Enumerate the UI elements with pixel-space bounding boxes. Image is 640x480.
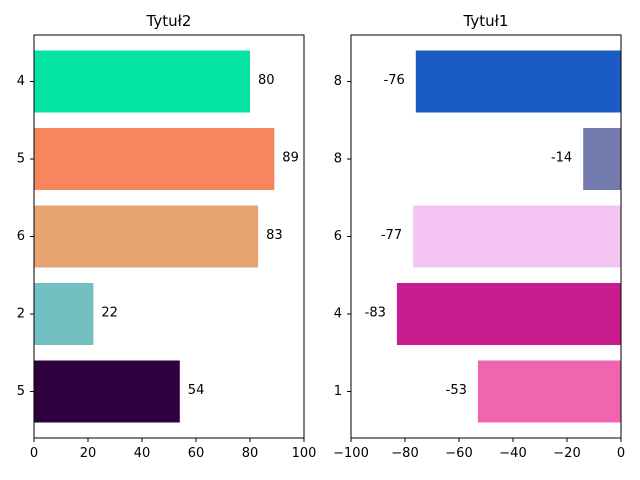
data-label-1: -76 [384,73,405,88]
bar-4 [34,283,94,345]
x-tick-label-2: 20 [80,446,97,461]
data-label-5: 54 [188,383,205,398]
bar-5 [34,360,180,423]
data-label-4: 22 [101,306,118,321]
y-tick-label-5: 1 [334,384,342,399]
chart-title: Tytuł2 [146,12,192,30]
x-tick-label-6: 100 [292,446,317,461]
bar-5 [477,360,621,423]
x-tick-label-1: −100 [333,446,369,461]
x-tick-label-5: −20 [553,446,580,461]
y-tick-label-5: 5 [17,384,25,399]
y-tick-label-3: 6 [334,229,342,244]
data-label-2: 89 [282,151,299,166]
y-tick-label-1: 8 [334,74,342,89]
y-tick-label-3: 6 [17,229,25,244]
x-tick-label-6: 0 [617,446,625,461]
y-tick-label-4: 4 [334,307,342,322]
data-label-1: 80 [258,73,275,88]
x-tick-label-4: 60 [188,446,205,461]
bar-3 [34,205,259,268]
x-tick-label-3: −60 [445,446,472,461]
chart-title: Tytuł1 [463,12,509,30]
y-tick-label-1: 4 [17,74,25,89]
bar-4 [396,283,621,345]
bar-1 [34,50,250,113]
y-tick-label-4: 2 [17,307,25,322]
data-label-4: -83 [365,306,386,321]
bar-2 [583,128,621,190]
data-label-5: -53 [446,383,467,398]
axes-frame [350,34,622,439]
x-tick-label-1: 0 [30,446,38,461]
bar-2 [34,128,275,190]
x-tick-label-3: 40 [134,446,151,461]
y-tick-label-2: 8 [334,152,342,167]
axes-frame [33,34,305,439]
bar-3 [413,205,621,268]
bar-1 [415,50,621,113]
x-tick-label-4: −40 [499,446,526,461]
data-label-3: -77 [381,228,402,243]
x-tick-label-2: −80 [391,446,418,461]
data-label-2: -14 [551,151,572,166]
data-label-3: 83 [266,228,283,243]
chart-panel-2: -76 8 -14 8 -77 6 -83 4 -53 1 −100 −80 −60 −40 −20 0 Tyt… [333,12,625,461]
y-tick-label-2: 5 [17,152,25,167]
x-tick-label-5: 80 [242,446,259,461]
